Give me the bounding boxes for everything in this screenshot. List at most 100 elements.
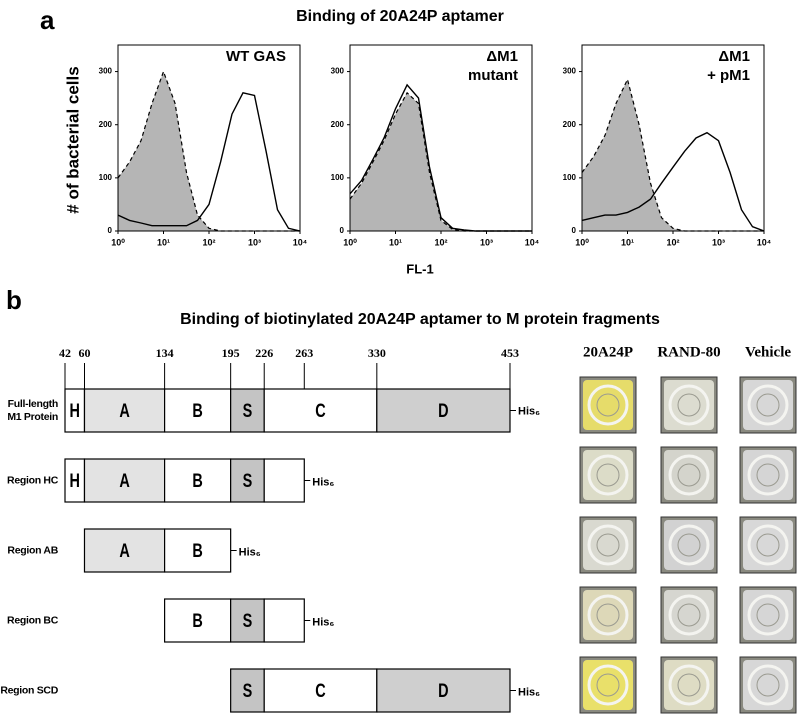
x-tick-label: 10³ — [480, 237, 493, 247]
well-center — [677, 533, 701, 557]
domain-label: S — [243, 609, 253, 632]
y-tick-label: 0 — [572, 226, 577, 235]
domain-label: B — [192, 469, 202, 492]
domain-segment — [164, 388, 232, 433]
well-ring — [587, 454, 629, 496]
well-center — [756, 393, 780, 417]
column-header: Vehicle — [745, 344, 791, 360]
row-label: Region HC — [7, 474, 59, 486]
row-label: Region SCD — [0, 684, 58, 696]
domain-label: A — [119, 539, 129, 562]
x-tick-label: 10¹ — [157, 237, 170, 247]
well-ring — [587, 524, 629, 566]
domain-segment — [376, 668, 511, 713]
domain-segment — [230, 388, 265, 433]
domain-segment — [164, 458, 232, 503]
domain-segment — [263, 458, 305, 503]
annotation: ΔM1 — [718, 48, 750, 65]
well-center — [677, 603, 701, 627]
x-tick-label: 10⁰ — [111, 237, 125, 247]
well-ring — [668, 454, 710, 496]
well-ring — [668, 384, 710, 426]
well-center — [596, 673, 620, 697]
domain-segment — [164, 528, 232, 573]
well-ring — [747, 594, 789, 636]
row-label: M1 Protein — [7, 411, 58, 423]
x-tick-label: 10³ — [248, 237, 261, 247]
domain-segment — [263, 668, 378, 713]
well-ring — [668, 664, 710, 706]
row-label: Region AB — [7, 544, 58, 556]
histogram-area — [582, 79, 764, 231]
position-label: 60 — [78, 346, 90, 360]
x-tick-label: 10² — [202, 237, 215, 247]
y-axis-label: # of bacterial cells — [63, 66, 82, 213]
annotation: + pM1 — [707, 67, 750, 84]
domain-label: B — [192, 609, 202, 632]
tag: His₆ — [312, 616, 334, 628]
x-axis-label: FL-1 — [406, 261, 433, 276]
tag: His₆ — [518, 686, 540, 698]
position-label: 330 — [368, 346, 386, 360]
domain-label: A — [119, 469, 129, 492]
well-center — [596, 603, 620, 627]
column-header: 20A24P — [583, 344, 633, 360]
x-tick-label: 10⁴ — [525, 237, 539, 247]
domain-segment — [230, 668, 265, 713]
domain-label: S — [243, 399, 253, 422]
tag: His₆ — [312, 476, 334, 488]
position-label: 42 — [59, 346, 71, 360]
well-ring — [668, 594, 710, 636]
well-center — [677, 463, 701, 487]
domain-segment — [263, 388, 378, 433]
well-center — [756, 463, 780, 487]
y-tick-label: 100 — [331, 173, 345, 182]
y-tick-label: 300 — [563, 67, 577, 76]
row-label: Region BC — [7, 614, 59, 626]
domain-segment — [83, 388, 166, 433]
x-tick-label: 10³ — [712, 237, 725, 247]
x-tick-label: 10⁴ — [757, 237, 771, 247]
well-center — [756, 533, 780, 557]
domain-segment — [230, 598, 265, 643]
domain-label: C — [315, 679, 325, 702]
histogram: 0 100 200 300 10⁰ 10¹ 10² 10³ 10⁴ ΔM1 mutant — [331, 44, 539, 247]
histogram-area — [118, 71, 300, 231]
well-center — [756, 673, 780, 697]
histogram: 0 100 200 300 10⁰ 10¹ 10² 10³ 10⁴ ΔM1 + pM1 — [563, 44, 771, 247]
annotation: ΔM1 — [486, 48, 518, 65]
y-tick-label: 200 — [563, 120, 577, 129]
column-header: RAND-80 — [657, 344, 720, 360]
position-label: 226 — [255, 346, 273, 360]
well-ring — [747, 524, 789, 566]
well-ring — [587, 384, 629, 426]
tag: His₆ — [239, 546, 261, 558]
tag: His₆ — [518, 405, 540, 417]
x-tick-label: 10² — [434, 237, 447, 247]
well-center — [596, 533, 620, 557]
panel-title: Binding of biotinylated 20A24P aptamer t… — [180, 311, 660, 328]
x-tick-label: 10¹ — [389, 237, 402, 247]
well-center — [596, 463, 620, 487]
y-tick-label: 100 — [563, 173, 577, 182]
histogram-line — [349, 91, 532, 232]
well-images — [579, 376, 797, 714]
x-tick-label: 10⁰ — [575, 237, 589, 247]
domain-label: C — [315, 399, 325, 422]
position-label: 195 — [222, 346, 240, 360]
panel-title: Binding of 20A24P aptamer — [296, 8, 504, 25]
domain-label: A — [119, 399, 129, 422]
x-tick-label: 10² — [666, 237, 679, 247]
y-tick-label: 0 — [340, 226, 345, 235]
x-tick-label: 10⁴ — [293, 237, 307, 247]
y-tick-label: 100 — [99, 173, 113, 182]
y-tick-label: 0 — [108, 226, 113, 235]
histogram-area — [350, 92, 532, 231]
x-tick-label: 10¹ — [621, 237, 634, 247]
domain-segment — [230, 458, 265, 503]
y-tick-label: 300 — [99, 67, 113, 76]
well-center — [756, 603, 780, 627]
well-ring — [747, 384, 789, 426]
domain-label: H — [70, 399, 80, 422]
